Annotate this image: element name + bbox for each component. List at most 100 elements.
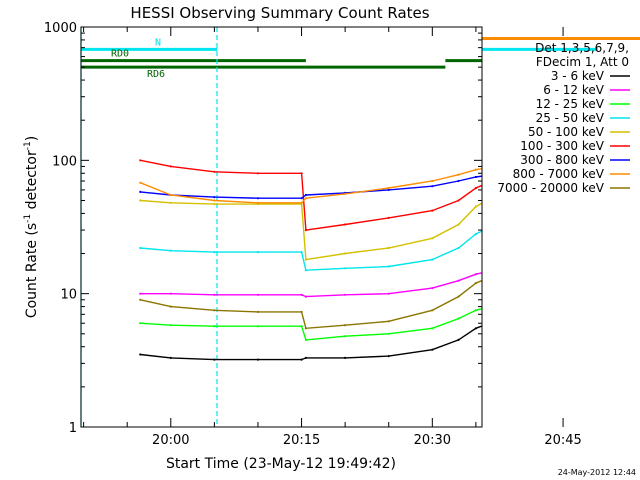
series-point xyxy=(501,176,503,178)
series-point xyxy=(344,223,347,226)
series-point xyxy=(501,267,503,269)
series-point xyxy=(614,247,616,249)
series-point xyxy=(474,205,477,208)
series-point xyxy=(169,249,172,252)
series-point xyxy=(300,310,303,313)
series-point xyxy=(457,199,460,202)
series-line-8 xyxy=(140,279,482,330)
series-point xyxy=(562,212,564,214)
series-point xyxy=(169,201,172,204)
series-point xyxy=(431,209,434,212)
series-point xyxy=(387,292,390,295)
series-point xyxy=(474,175,477,179)
series-point xyxy=(614,225,616,227)
series-point xyxy=(562,293,564,295)
series-point xyxy=(387,246,390,250)
series-point xyxy=(304,295,307,298)
series-point xyxy=(457,223,460,226)
legend-label: 3 - 6 keV xyxy=(551,69,605,83)
series-point xyxy=(474,168,477,171)
series-point xyxy=(256,201,260,204)
series-point xyxy=(614,206,616,208)
x-axis-label: Start Time (23-May-12 19:49:42) xyxy=(166,456,396,472)
series-point xyxy=(213,199,216,202)
series-point xyxy=(474,273,477,276)
series-point xyxy=(344,335,347,338)
series-point xyxy=(588,313,590,315)
series-point xyxy=(344,267,347,270)
series-point xyxy=(139,322,142,325)
series-point xyxy=(588,206,590,208)
flag-bars: NRD0RD6S xyxy=(81,36,640,80)
plot-frame xyxy=(80,26,483,428)
series-point xyxy=(474,309,477,312)
series-point xyxy=(256,172,260,175)
series-point xyxy=(256,293,260,296)
series-point xyxy=(139,353,142,356)
series-point xyxy=(304,229,307,232)
series-point xyxy=(344,356,347,359)
legend-header-line2: FDecim 1, Att 0 xyxy=(536,55,629,69)
series-point xyxy=(387,265,390,268)
series-point xyxy=(431,309,434,312)
series-point xyxy=(344,192,347,195)
series-point xyxy=(527,296,529,298)
series-point xyxy=(387,216,390,219)
series-point xyxy=(256,197,260,200)
series-point xyxy=(501,172,503,174)
vertical-markers xyxy=(80,27,218,427)
y-axis-label-mid: detector xyxy=(24,150,40,214)
series-point xyxy=(501,164,503,166)
series-point xyxy=(527,264,529,266)
series-point xyxy=(169,193,172,197)
chart-title: HESSI Observing Summary Count Rates xyxy=(130,4,429,22)
series-point xyxy=(139,298,142,301)
series-point xyxy=(501,220,503,222)
legend-label: 12 - 25 keV xyxy=(536,97,605,111)
series-point xyxy=(474,327,477,330)
series-lines xyxy=(139,159,616,361)
series-point xyxy=(431,327,434,330)
flag-label: RD6 xyxy=(147,69,165,80)
series-line-5 xyxy=(140,159,482,231)
legend-label: 6 - 12 keV xyxy=(543,83,605,97)
series-line-6 xyxy=(140,175,482,199)
series-point xyxy=(501,302,503,304)
series-point xyxy=(501,271,503,273)
footer-timestamp: 24-May-2012 12:44 xyxy=(558,468,636,477)
series-point xyxy=(474,186,477,190)
series-point xyxy=(474,282,477,285)
series-point xyxy=(457,295,460,298)
series-point xyxy=(304,356,307,359)
series-point xyxy=(300,358,303,361)
x-tick-label: 20:30 xyxy=(414,433,451,448)
series-point xyxy=(614,277,616,279)
series-point xyxy=(431,179,434,183)
series-point xyxy=(614,309,616,311)
series-point xyxy=(614,302,616,304)
series-point xyxy=(213,203,216,206)
series-point xyxy=(431,185,434,188)
series-point xyxy=(431,258,434,261)
y-tick-label: 100 xyxy=(52,154,77,169)
series-point xyxy=(431,287,434,290)
series-point xyxy=(304,258,307,261)
series-point xyxy=(304,193,307,197)
series-point xyxy=(588,299,590,301)
series-point xyxy=(300,201,303,204)
legend-label: 300 - 800 keV xyxy=(520,153,604,167)
series-point xyxy=(256,251,260,254)
legend-header-line1: Det 1,3,5,6,7,9, xyxy=(535,41,629,55)
series-point xyxy=(213,293,216,296)
series-point xyxy=(474,232,477,236)
series-point xyxy=(457,179,460,183)
series-point xyxy=(614,180,616,182)
series-point xyxy=(387,355,390,358)
series-point xyxy=(304,197,307,200)
series-point xyxy=(213,196,216,199)
series-point xyxy=(457,279,460,282)
series-point xyxy=(527,269,529,271)
series-line-7 xyxy=(140,167,482,204)
